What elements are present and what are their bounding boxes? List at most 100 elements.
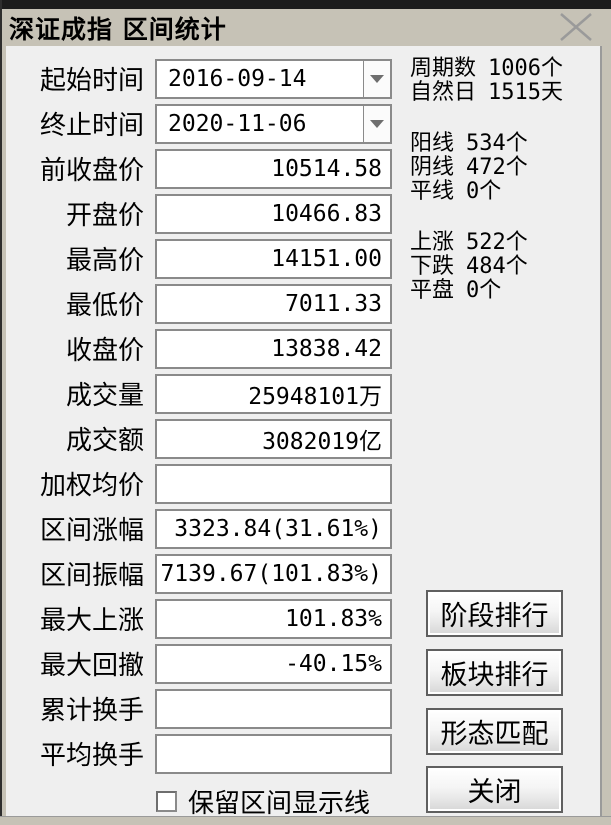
down-days-value: 484个 <box>466 254 528 279</box>
window-left-edge <box>0 0 2 825</box>
open-price-field[interactable]: 10466.83 <box>155 193 392 234</box>
natural-days-label: 自然日 <box>410 80 477 105</box>
low-price-row: 最低价 7011.33 <box>6 281 392 326</box>
range-amplitude-row: 区间振幅 7139.67(101.83%) <box>6 551 392 596</box>
range-change-row: 区间涨幅 3323.84(31.61%) <box>6 506 392 551</box>
high-price-field[interactable]: 14151.00 <box>155 238 392 279</box>
max-drawdown-label: 最大回撤 <box>39 651 144 681</box>
keep-range-line-row: 保留区间显示线 <box>156 783 370 820</box>
start-date-dropdown-button[interactable] <box>363 60 390 97</box>
max-rise-field[interactable]: 101.83% <box>155 598 392 639</box>
window-right-edge <box>600 46 602 817</box>
period-count-stat: 周期数 1006个 <box>410 57 563 81</box>
end-date-label: 终止时间 <box>39 111 144 141</box>
up-days-value: 522个 <box>466 230 528 255</box>
period-count-value: 1006个 <box>488 56 563 81</box>
prev-close-row: 前收盘价 10514.58 <box>6 146 392 191</box>
statistics-panel: 周期数 1006个 自然日 1515天 阳线 534个 阴线 472个 平线 0… <box>410 57 563 330</box>
prev-close-label: 前收盘价 <box>39 156 144 186</box>
close-price-label: 收盘价 <box>65 336 144 366</box>
high-price-label: 最高价 <box>65 246 144 276</box>
low-price-field[interactable]: 7011.33 <box>155 283 392 324</box>
window-left-frame <box>2 46 6 825</box>
titlebar[interactable]: 深证成指 区间统计 <box>0 9 611 46</box>
keep-range-line-checkbox[interactable] <box>156 791 177 812</box>
yang-lines-value: 534个 <box>466 131 528 156</box>
candle-stats-group: 阳线 534个 阴线 472个 平线 0个 <box>410 132 563 204</box>
open-price-row: 开盘价 10466.83 <box>6 191 392 236</box>
range-change-field[interactable]: 3323.84(31.61%) <box>155 508 392 549</box>
flat-lines-label: 平线 <box>410 179 455 204</box>
window-top-edge <box>0 0 611 9</box>
cumulative-turnover-field[interactable] <box>155 688 392 729</box>
close-button[interactable]: 关闭 <box>426 766 563 813</box>
cumulative-turnover-label: 累计换手 <box>39 696 144 726</box>
volume-label: 成交量 <box>65 381 144 411</box>
close-price-row: 收盘价 13838.42 <box>6 326 392 371</box>
max-drawdown-row: 最大回撤 -40.15% <box>6 641 392 686</box>
updown-stats-group: 上涨 522个 下跌 484个 平盘 0个 <box>410 231 563 303</box>
weighted-avg-row: 加权均价 <box>6 461 392 506</box>
pattern-match-button[interactable]: 形态匹配 <box>426 708 563 755</box>
end-date-dropdown-button[interactable] <box>363 105 390 142</box>
yin-lines-value: 472个 <box>466 155 528 180</box>
down-days-stat: 下跌 484个 <box>410 255 563 279</box>
volume-row: 成交量 25948101万 <box>6 371 392 416</box>
yin-lines-stat: 阴线 472个 <box>410 156 563 180</box>
average-turnover-field[interactable] <box>155 733 392 774</box>
weighted-avg-field[interactable] <box>155 463 392 504</box>
prev-close-field[interactable]: 10514.58 <box>155 148 392 189</box>
range-amplitude-label: 区间振幅 <box>39 561 144 591</box>
up-days-stat: 上涨 522个 <box>410 231 563 255</box>
turnover-amount-label: 成交额 <box>65 426 144 456</box>
yang-lines-stat: 阳线 534个 <box>410 132 563 156</box>
flat-days-value: 0个 <box>466 278 502 303</box>
flat-lines-stat: 平线 0个 <box>410 180 563 204</box>
flat-days-stat: 平盘 0个 <box>410 279 563 303</box>
average-turnover-row: 平均换手 <box>6 731 392 776</box>
period-count-label: 周期数 <box>410 56 477 81</box>
window-right-frame <box>602 46 611 825</box>
close-price-field[interactable]: 13838.42 <box>155 328 392 369</box>
weighted-avg-label: 加权均价 <box>39 471 144 501</box>
natural-days-value: 1515天 <box>488 80 563 105</box>
start-date-label: 起始时间 <box>39 66 144 96</box>
max-drawdown-field[interactable]: -40.15% <box>155 643 392 684</box>
sector-ranking-button[interactable]: 板块排行 <box>426 649 563 696</box>
flat-lines-value: 0个 <box>466 179 502 204</box>
statistics-form: 起始时间 2016-09-14 终止时间 2020-11-06 前收盘价 105… <box>6 56 392 776</box>
low-price-label: 最低价 <box>65 291 144 321</box>
yang-lines-label: 阳线 <box>410 131 455 156</box>
open-price-label: 开盘价 <box>65 201 144 231</box>
end-date-value: 2020-11-06 <box>168 110 307 137</box>
window-title: 深证成指 区间统计 <box>9 14 227 44</box>
range-amplitude-field[interactable]: 7139.67(101.83%) <box>155 553 392 594</box>
end-date-combo[interactable]: 2020-11-06 <box>155 103 392 144</box>
yin-lines-label: 阴线 <box>410 155 455 180</box>
end-date-row: 终止时间 2020-11-06 <box>6 101 392 146</box>
period-stats-group: 周期数 1006个 自然日 1515天 <box>410 57 563 105</box>
cumulative-turnover-row: 累计换手 <box>6 686 392 731</box>
window-bottom-edge <box>0 816 611 817</box>
up-days-label: 上涨 <box>410 230 455 255</box>
range-change-label: 区间涨幅 <box>39 516 144 546</box>
start-date-combo[interactable]: 2016-09-14 <box>155 58 392 99</box>
start-date-value: 2016-09-14 <box>168 65 307 92</box>
average-turnover-label: 平均换手 <box>39 741 144 771</box>
chevron-down-icon <box>370 119 384 128</box>
keep-range-line-label: 保留区间显示线 <box>188 789 371 819</box>
down-days-label: 下跌 <box>410 254 455 279</box>
stage-ranking-button[interactable]: 阶段排行 <box>426 590 563 637</box>
max-rise-label: 最大上涨 <box>39 606 144 636</box>
turnover-amount-row: 成交额 3082019亿 <box>6 416 392 461</box>
turnover-amount-field[interactable]: 3082019亿 <box>155 418 392 459</box>
max-rise-row: 最大上涨 101.83% <box>6 596 392 641</box>
natural-days-stat: 自然日 1515天 <box>410 81 563 105</box>
high-price-row: 最高价 14151.00 <box>6 236 392 281</box>
close-icon[interactable] <box>558 12 594 42</box>
chevron-down-icon <box>370 74 384 83</box>
volume-field[interactable]: 25948101万 <box>155 373 392 414</box>
flat-days-label: 平盘 <box>410 278 455 303</box>
start-date-row: 起始时间 2016-09-14 <box>6 56 392 101</box>
